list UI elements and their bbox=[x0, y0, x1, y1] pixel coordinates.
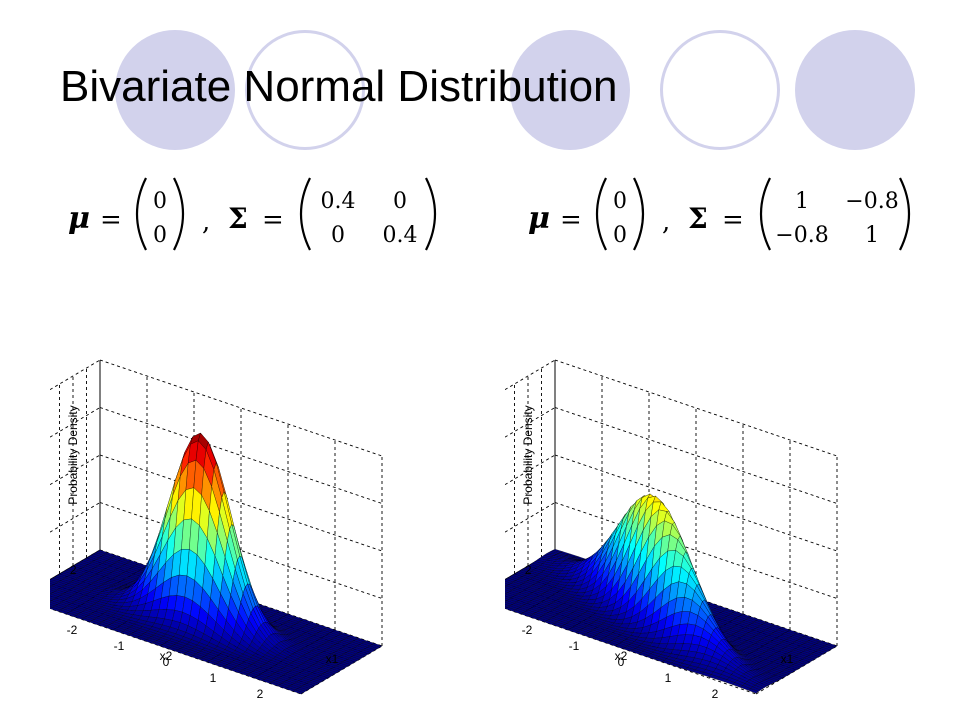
sigma-22: 0.4 bbox=[383, 223, 418, 248]
mu-entry-2: 0 bbox=[613, 223, 627, 248]
sigma-11: 1 bbox=[795, 189, 809, 214]
sigma-11: 0.4 bbox=[321, 189, 356, 214]
z-axis-label: Probability Density bbox=[66, 405, 80, 504]
x-tick-label: 2 bbox=[257, 687, 264, 700]
mu-equals: = bbox=[560, 205, 582, 235]
formula-right: μ = 0 0 , Σ = 1 −0.8 −0.8 1 bbox=[520, 172, 920, 256]
formula-comma: , bbox=[202, 207, 210, 237]
sigma-21: −0.8 bbox=[775, 223, 828, 248]
sigma-symbol: Σ bbox=[228, 202, 248, 235]
sigma-21: 0 bbox=[331, 223, 345, 248]
x-tick-label: 1 bbox=[665, 671, 672, 685]
x-tick-label: 1 bbox=[210, 671, 217, 685]
tick-labels: 00.10.20.30.4-3-202-2-10123Probability D… bbox=[66, 405, 339, 700]
surface-plot-right-svg: 00.10.20.30.4-3-202-2-10123Probability D… bbox=[505, 359, 838, 700]
decor-circle-5 bbox=[795, 30, 915, 150]
x-tick-label: -1 bbox=[569, 639, 580, 653]
sigma-12: −0.8 bbox=[845, 189, 898, 214]
x-tick-label: -1 bbox=[114, 639, 125, 653]
surface-cell bbox=[292, 689, 304, 695]
sigma-12: 0 bbox=[393, 189, 407, 214]
density-surface bbox=[505, 493, 838, 694]
mu-entry-2: 0 bbox=[153, 223, 167, 248]
mu-symbol: μ bbox=[528, 201, 550, 236]
x-tick-label: 0 bbox=[163, 655, 170, 669]
sigma-equals: = bbox=[262, 205, 284, 235]
mu-symbol: μ bbox=[68, 201, 90, 236]
x-tick-label: 0 bbox=[618, 655, 625, 669]
y-tick-label: 2 bbox=[525, 563, 532, 577]
x-axis-label: x1 bbox=[326, 652, 339, 666]
tick-labels: 00.10.20.30.4-3-202-2-10123Probability D… bbox=[521, 405, 794, 700]
y-tick-label: 2 bbox=[70, 563, 77, 577]
formula-comma: , bbox=[662, 207, 670, 237]
sigma-symbol: Σ bbox=[688, 202, 708, 235]
x-tick-label: 2 bbox=[712, 687, 719, 700]
surface-plot-left: 00.10.20.30.4-3-202-2-10123Probability D… bbox=[50, 280, 470, 700]
surface-cell bbox=[747, 688, 759, 694]
decor-circle-2 bbox=[245, 30, 365, 150]
decor-circle-3 bbox=[510, 30, 630, 150]
y-axis-label: x2 bbox=[615, 649, 628, 663]
slide-title: Bivariate Normal Distribution bbox=[60, 62, 618, 111]
formula-left: μ = 0 0 , Σ = 0.4 0 0 0.4 bbox=[60, 172, 460, 256]
x-tick-label: -2 bbox=[67, 623, 78, 637]
decor-circle-1 bbox=[115, 30, 235, 150]
y-axis-label: x2 bbox=[160, 649, 173, 663]
x-axis-label: x1 bbox=[781, 652, 794, 666]
surface-plot-left-svg: 00.10.20.30.4-3-202-2-10123Probability D… bbox=[50, 359, 383, 700]
mu-entry-1: 0 bbox=[613, 189, 627, 214]
x-tick-label: -2 bbox=[522, 623, 533, 637]
decor-circle-4 bbox=[660, 30, 780, 150]
sigma-equals: = bbox=[722, 205, 744, 235]
mu-entry-1: 0 bbox=[153, 189, 167, 214]
z-axis-label: Probability Density bbox=[521, 405, 535, 504]
sigma-22: 1 bbox=[865, 223, 879, 248]
density-surface bbox=[50, 432, 383, 695]
mu-equals: = bbox=[100, 205, 122, 235]
surface-plot-right: 00.10.20.30.4-3-202-2-10123Probability D… bbox=[505, 280, 925, 700]
